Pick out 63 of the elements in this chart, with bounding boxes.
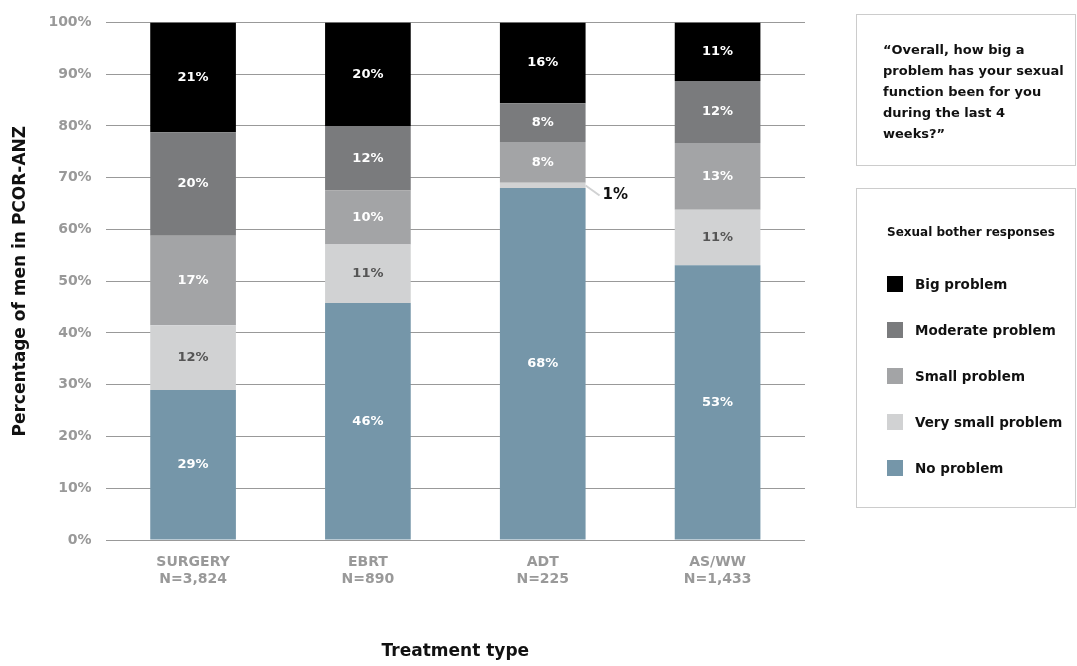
text: “Overall, how big a problem has your sexual function been for you during the last 4 weeks?” xyxy=(856,14,1076,166)
bar xyxy=(499,103,586,142)
data-label: 11% xyxy=(702,43,734,59)
bar xyxy=(150,389,236,540)
y-tick-label: 10% xyxy=(58,478,92,495)
data-label: 21% xyxy=(177,68,209,84)
bar xyxy=(674,265,761,540)
bar xyxy=(499,188,586,540)
bar xyxy=(499,22,586,104)
bar xyxy=(674,143,761,210)
data-label: 20% xyxy=(177,175,209,191)
bar xyxy=(150,22,236,133)
y-axis-title: Percentage of men in PCOR-ANZ xyxy=(8,125,29,437)
x-tick-label: SURGERY N=3,824 xyxy=(156,553,231,586)
data-label: 12% xyxy=(702,103,734,119)
legend-title: Sexual bother responses xyxy=(887,225,1056,239)
y-tick-label: 100% xyxy=(48,13,92,30)
data-label: 11% xyxy=(702,228,734,244)
data-label: 11% xyxy=(352,265,384,281)
bar xyxy=(674,80,761,143)
bar xyxy=(150,325,236,390)
legend-label: No problem xyxy=(915,460,1004,476)
data-label: 13% xyxy=(702,167,734,183)
bar xyxy=(325,22,411,126)
data-label: 1% xyxy=(602,185,629,204)
legend-label: Moderate problem xyxy=(915,322,1056,338)
data-label: 10% xyxy=(352,208,384,224)
y-tick-label: 50% xyxy=(58,271,92,288)
bar xyxy=(150,235,236,326)
bar xyxy=(325,302,411,540)
y-tick-label: 20% xyxy=(58,427,92,444)
x-axis-title: Treatment type xyxy=(381,640,530,661)
legend-label: Big problem xyxy=(915,276,1008,292)
y-tick-label: 80% xyxy=(58,116,92,133)
x-tick-label: EBRT N=890 xyxy=(341,553,395,586)
bar xyxy=(674,22,761,81)
data-label: 20% xyxy=(352,65,384,81)
data-label: 46% xyxy=(352,412,384,428)
y-tick-label: 60% xyxy=(58,220,92,237)
data-label: 8% xyxy=(531,153,554,169)
y-tick-label: 30% xyxy=(58,375,92,392)
legend-label: Very small problem xyxy=(915,414,1063,430)
y-tick-label: 0% xyxy=(67,530,92,547)
legend-label: Small problem xyxy=(915,368,1025,384)
data-label: 12% xyxy=(352,149,384,165)
data-label: 53% xyxy=(702,393,734,409)
x-tick-label: AS/WW N=1,433 xyxy=(683,553,752,586)
y-tick-label: 40% xyxy=(58,323,92,340)
data-label: 17% xyxy=(177,271,209,287)
bar xyxy=(325,244,411,303)
x-tick-label: ADT N=225 xyxy=(516,553,570,586)
data-label: 12% xyxy=(177,348,209,364)
y-tick-label: 90% xyxy=(58,64,92,81)
bar xyxy=(325,125,411,191)
y-tick-label: 70% xyxy=(58,168,92,185)
data-label: 8% xyxy=(531,113,554,129)
data-label: 29% xyxy=(177,456,209,472)
data-label: 68% xyxy=(527,355,559,371)
bar xyxy=(674,209,761,266)
bar xyxy=(499,141,586,183)
bar xyxy=(325,190,411,245)
data-label: 16% xyxy=(527,54,559,70)
bar xyxy=(150,132,236,236)
